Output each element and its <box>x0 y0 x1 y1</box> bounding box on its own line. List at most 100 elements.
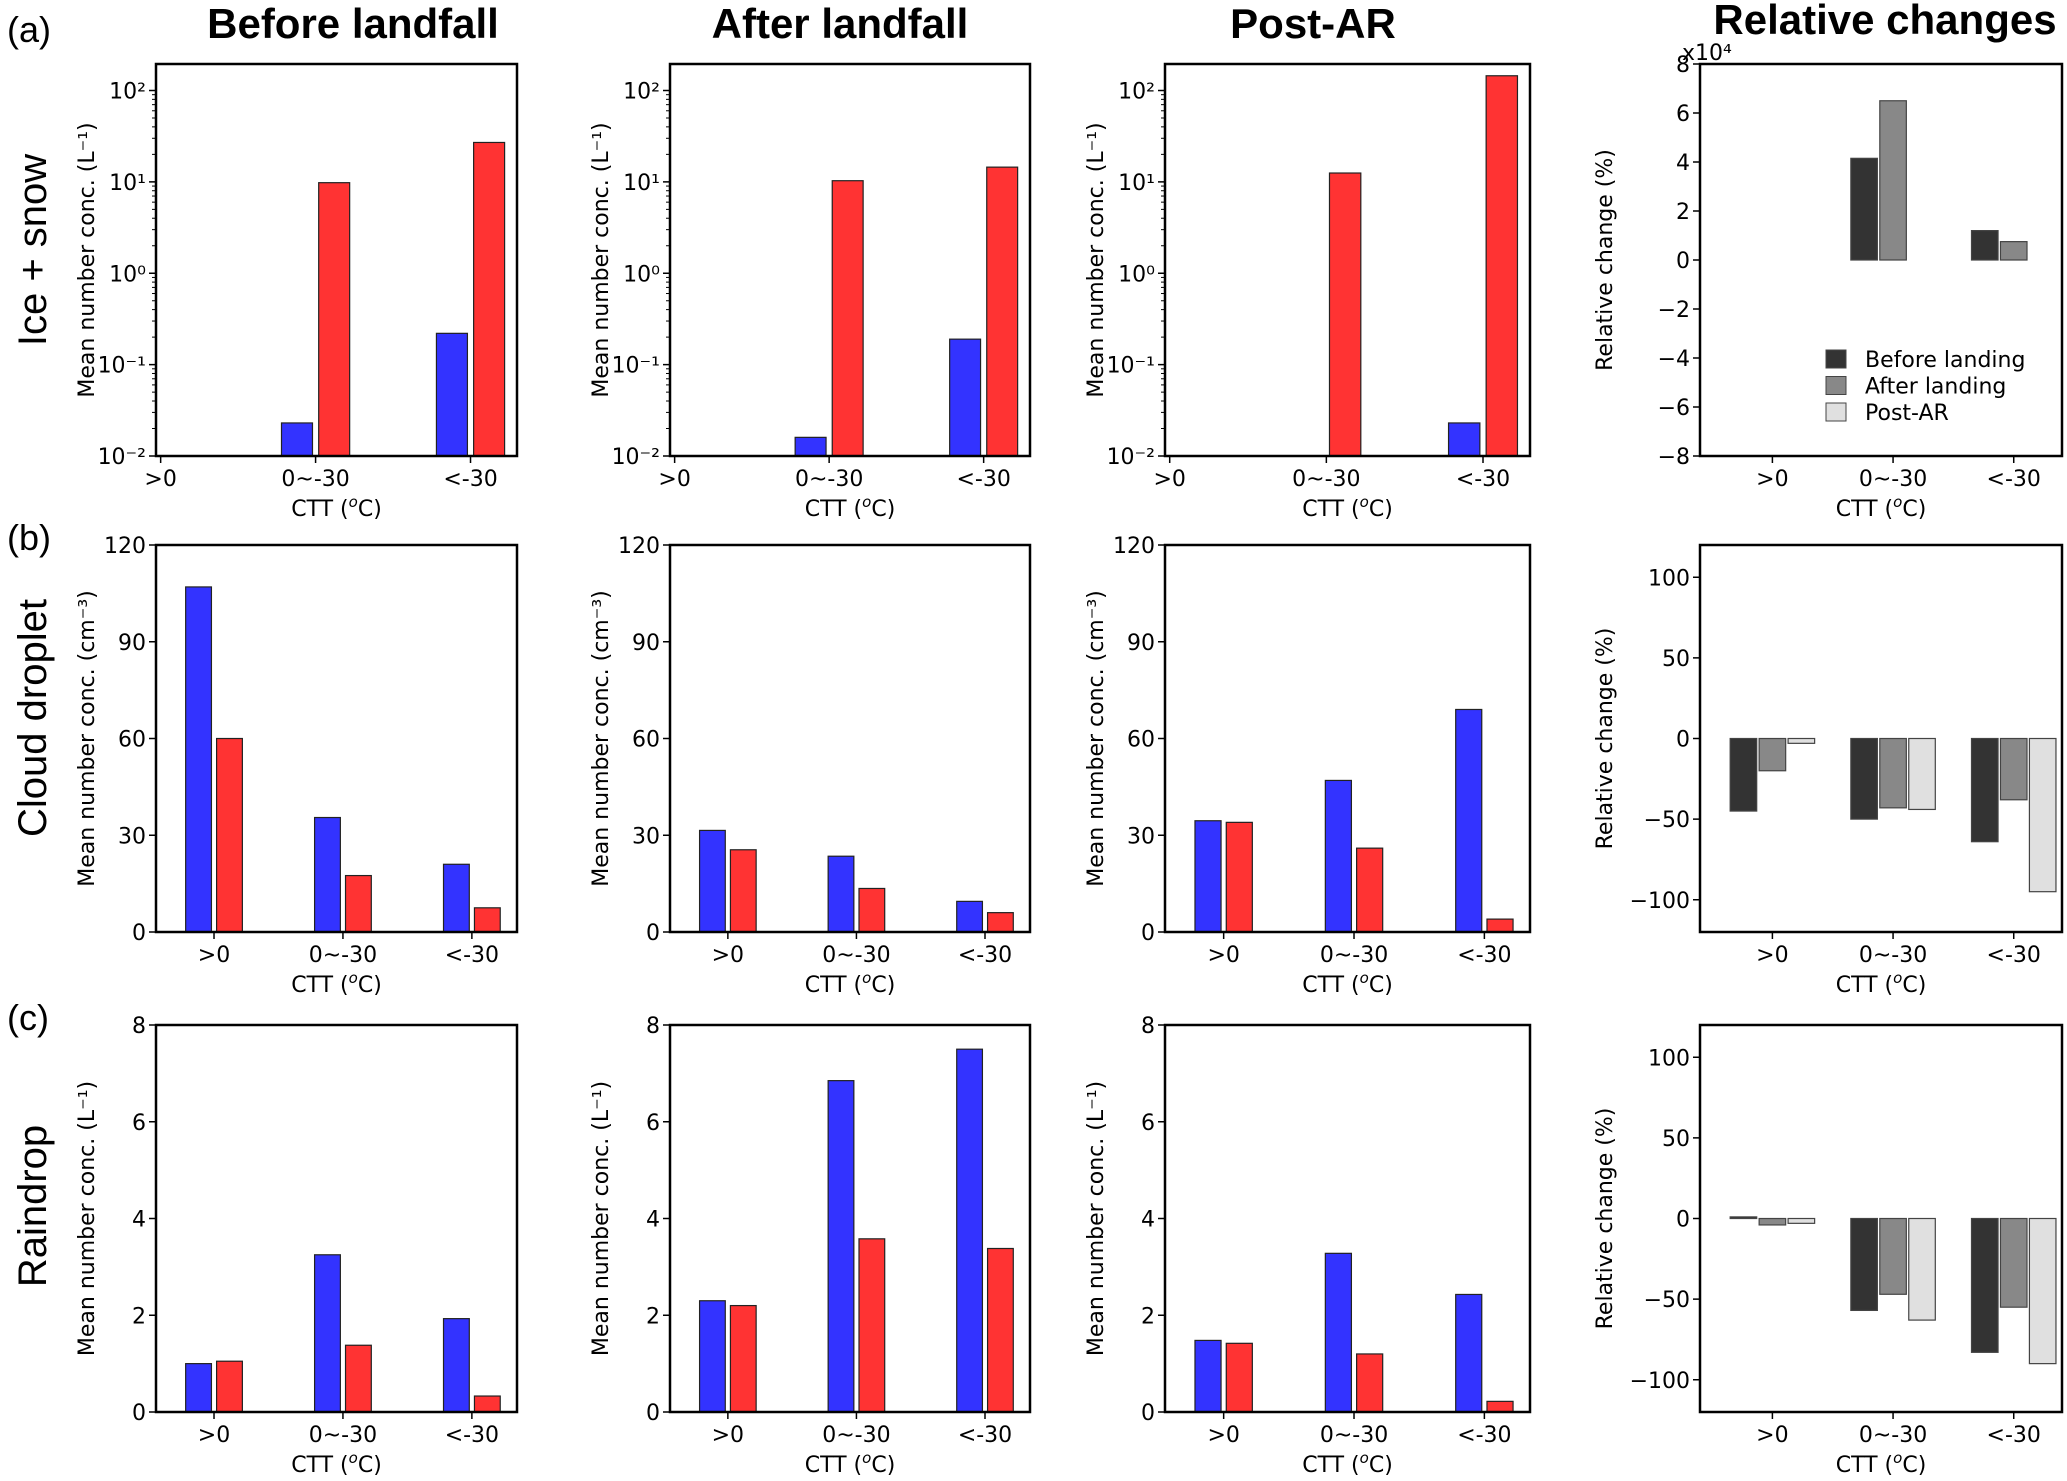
x-label-text: C) <box>1369 973 1393 998</box>
y-tick-label: 120 <box>104 534 146 559</box>
bar <box>2028 1217 2057 1365</box>
y-tick-label: 0 <box>646 921 660 946</box>
x-tick-label: >0 <box>1756 467 1788 492</box>
y-tick-label: 30 <box>118 824 146 849</box>
x-label-text: C) <box>1902 1453 1926 1478</box>
x-label-text: C) <box>1902 497 1926 522</box>
y-tick-label: −6 <box>1658 396 1690 421</box>
x-axis-label: CTT (oC) <box>1302 493 1393 522</box>
x-tick-label: <-30 <box>445 943 499 968</box>
x-label-text: CTT ( <box>291 973 348 998</box>
panel-label-c: (c) <box>7 997 49 1038</box>
bar <box>442 1318 470 1413</box>
y-tick-label: 10⁰ <box>1118 262 1155 287</box>
bar <box>698 1300 726 1413</box>
y-multiplier: x10⁴ <box>1682 41 1732 66</box>
bar <box>1225 1342 1253 1413</box>
bar <box>318 182 351 457</box>
bar <box>1486 918 1514 933</box>
x-label-superscript: o <box>862 969 871 987</box>
y-tick-label: 0 <box>132 921 146 946</box>
x-label-text: CTT ( <box>805 973 862 998</box>
x-tick-label: 0~-30 <box>1859 467 1927 492</box>
y-tick-label: 30 <box>632 824 660 849</box>
y-tick-label: 8 <box>646 1014 660 1039</box>
bar <box>949 338 982 457</box>
y-tick-label: 10⁻¹ <box>612 354 660 379</box>
bar <box>1908 737 1936 811</box>
y-tick-label: 0 <box>646 1401 660 1426</box>
y-tick-label: −8 <box>1658 445 1690 470</box>
y-axis-label: Mean number conc. (L⁻¹) <box>75 122 100 397</box>
y-tick-label: 60 <box>1127 728 1155 753</box>
x-label-superscript: o <box>1360 969 1369 987</box>
y-axis-label: Mean number conc. (L⁻¹) <box>1084 122 1109 397</box>
x-label-text: CTT ( <box>1836 973 1893 998</box>
y-tick-label: 0 <box>1141 921 1155 946</box>
y-tick-label: 4 <box>1141 1208 1155 1233</box>
y-tick-label: −4 <box>1658 347 1690 372</box>
x-tick-label: >0 <box>198 943 230 968</box>
bar <box>831 180 864 457</box>
bar <box>2028 737 2057 893</box>
bar <box>1356 1353 1384 1413</box>
x-axis-label: CTT (oC) <box>805 1449 896 1478</box>
x-axis-label: CTT (oC) <box>291 1449 382 1478</box>
bar <box>1455 1293 1483 1413</box>
y-tick-label: 120 <box>1113 534 1155 559</box>
x-tick-label: <-30 <box>958 1423 1012 1448</box>
panel-cloud-droplet-before-landfall: 0 30 60 90 120 >0 0~-30 <-30 CTT (oC) Mean number… <box>75 534 519 998</box>
column-title-post-ar: Post-AR <box>1230 0 1396 47</box>
y-tick-label: 8 <box>1676 53 1690 78</box>
y-axis-label: Mean number conc. (cm⁻³) <box>75 590 100 887</box>
row-label-ice-snow: Ice + snow <box>11 154 55 346</box>
bar <box>1729 737 1758 812</box>
x-label-text: C) <box>1369 1453 1393 1478</box>
y-tick-label: −100 <box>1630 889 1690 914</box>
x-label-text: CTT ( <box>805 497 862 522</box>
bar <box>1787 737 1816 744</box>
y-tick-label: 100 <box>1648 1046 1690 1071</box>
bar <box>473 907 501 933</box>
bar <box>986 912 1014 933</box>
x-tick-label: 0~-30 <box>1292 467 1360 492</box>
x-tick-label: <-30 <box>958 943 1012 968</box>
axes-frame <box>1163 62 1532 458</box>
y-tick-label: 4 <box>1676 151 1690 176</box>
y-tick-label: 10¹ <box>109 171 146 196</box>
bar <box>1328 172 1362 457</box>
x-label-superscript: o <box>349 969 358 987</box>
bar <box>1850 157 1878 261</box>
bar <box>215 737 243 933</box>
y-tick-label: −100 <box>1630 1369 1690 1394</box>
x-tick-label: >0 <box>1153 467 1185 492</box>
x-axis-label: CTT (oC) <box>291 493 382 522</box>
y-tick-label: 10⁻¹ <box>1107 354 1155 379</box>
x-label-text: C) <box>871 1453 895 1478</box>
x-tick-label: >0 <box>658 467 690 492</box>
x-tick-label: 0~-30 <box>281 467 349 492</box>
panel-raindrop-after-landfall: 0 2 4 6 8 >0 0~-30 <-30 CTT (oC) Mean number conc… <box>589 1014 1032 1478</box>
bar <box>1194 1339 1222 1413</box>
bar <box>185 1363 213 1413</box>
y-tick-label: −2 <box>1658 298 1690 323</box>
y-tick-label: −50 <box>1644 808 1690 833</box>
axes-frame <box>154 62 519 458</box>
y-tick-label: 4 <box>646 1208 660 1233</box>
y-axis-label: Relative change (%) <box>1593 628 1618 850</box>
bar <box>698 829 726 933</box>
bar <box>1879 737 1907 809</box>
bar <box>986 1247 1014 1413</box>
x-tick-label: <-30 <box>1456 467 1510 492</box>
bar <box>313 816 341 933</box>
bar <box>1225 821 1253 933</box>
x-label-text: CTT ( <box>1302 973 1359 998</box>
bar <box>1356 847 1384 933</box>
y-tick-label: 60 <box>632 728 660 753</box>
x-label-text: CTT ( <box>805 1453 862 1478</box>
bar <box>827 1080 855 1413</box>
bar <box>1908 1217 1936 1321</box>
bar <box>1486 1400 1514 1413</box>
bar <box>473 1395 501 1413</box>
y-tick-label: 60 <box>118 728 146 753</box>
